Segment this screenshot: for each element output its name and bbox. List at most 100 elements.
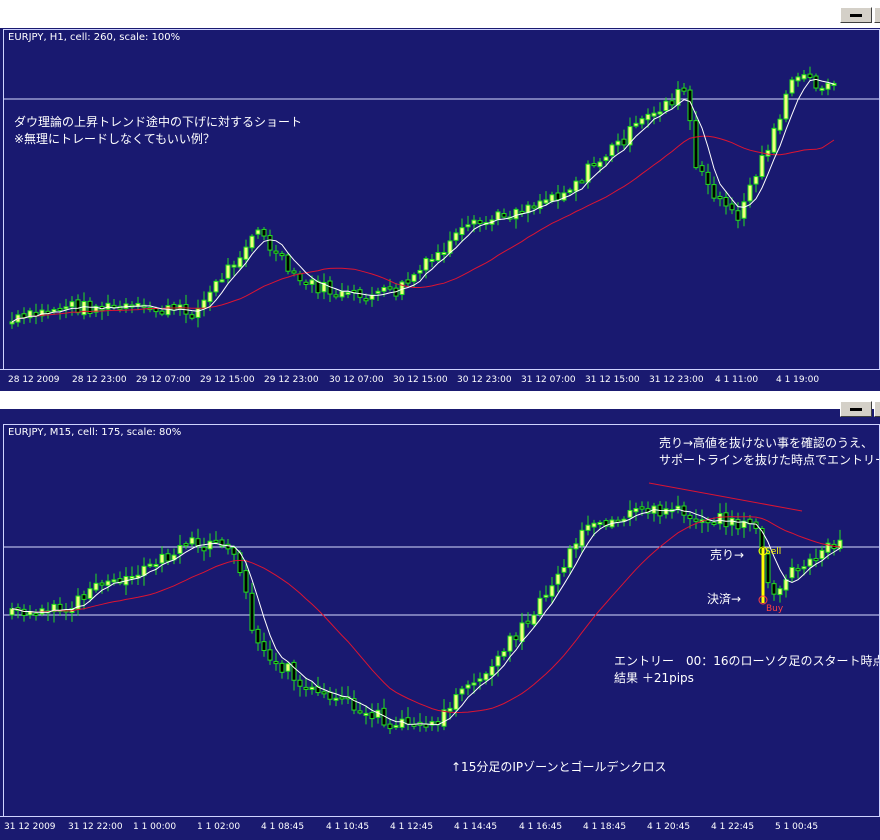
candle-body bbox=[33, 612, 39, 616]
fast-moving-average-line bbox=[11, 508, 841, 726]
candle-body bbox=[609, 144, 615, 157]
candle-body bbox=[159, 553, 165, 564]
candle-body bbox=[699, 165, 705, 172]
x-tick-label: 4 1 19:00 bbox=[776, 375, 820, 385]
x-tick-label: 31 12 2009 bbox=[4, 822, 56, 832]
candle-body bbox=[783, 93, 789, 120]
candle-body bbox=[27, 310, 33, 319]
candle-body bbox=[597, 161, 603, 168]
candle-body bbox=[375, 290, 381, 294]
slow-moving-average-line bbox=[11, 135, 835, 323]
candle-body bbox=[339, 696, 345, 700]
candle-body bbox=[291, 661, 297, 681]
bottom-window-titlebar bbox=[0, 397, 880, 409]
candle-body bbox=[441, 709, 447, 727]
candle-body bbox=[525, 620, 531, 624]
candle-body bbox=[321, 691, 327, 695]
candle-body bbox=[585, 163, 591, 183]
candle-body bbox=[711, 184, 717, 199]
x-tick-label: 4 1 08:45 bbox=[261, 822, 305, 832]
x-tick-label: 31 12 22:00 bbox=[68, 822, 123, 832]
candle-body bbox=[387, 723, 393, 730]
candle-body bbox=[717, 195, 723, 200]
x-tick-label: 29 12 07:00 bbox=[136, 375, 191, 385]
candle-body bbox=[219, 279, 225, 283]
candle-body bbox=[663, 508, 669, 515]
candle-body bbox=[603, 520, 609, 527]
candle-body bbox=[477, 220, 483, 225]
sell-arrow-label: 売り→ bbox=[710, 548, 745, 562]
candle-body bbox=[249, 592, 255, 631]
slow-moving-average-line bbox=[11, 516, 841, 714]
candle-body bbox=[459, 227, 465, 236]
candle-body bbox=[663, 100, 669, 112]
candle-body bbox=[165, 305, 171, 316]
candle-body bbox=[585, 524, 591, 531]
candle-body bbox=[423, 723, 429, 728]
candle-body bbox=[309, 279, 315, 285]
candle-body bbox=[723, 512, 729, 528]
x-tick-label: 30 12 15:00 bbox=[393, 375, 448, 385]
candle-body bbox=[105, 302, 111, 310]
candle-body bbox=[753, 176, 759, 185]
candle-body bbox=[465, 224, 471, 228]
candle-body bbox=[615, 140, 621, 146]
bottom-restore-button[interactable] bbox=[874, 401, 880, 417]
candle-body bbox=[573, 180, 579, 192]
fast-moving-average-line bbox=[11, 78, 835, 323]
x-tick-label: 30 12 23:00 bbox=[457, 375, 512, 385]
top-note-line-1: ダウ理論の上昇トレンド途中の下げに対するショート bbox=[14, 115, 303, 129]
settle-arrow-label: 決済→ bbox=[707, 592, 742, 606]
candle-body bbox=[603, 156, 609, 162]
candle-body bbox=[429, 258, 435, 262]
candle-body bbox=[537, 597, 543, 615]
bottom-minimize-button[interactable] bbox=[840, 401, 872, 417]
candle-body bbox=[777, 118, 783, 131]
candle-body bbox=[363, 712, 369, 716]
candle-body bbox=[249, 235, 255, 249]
x-tick-label: 4 1 12:45 bbox=[390, 822, 434, 832]
candle-body bbox=[279, 253, 285, 257]
top-minimize-button[interactable] bbox=[840, 7, 872, 23]
top-restore-button[interactable] bbox=[874, 7, 880, 23]
candle-body bbox=[171, 303, 177, 311]
candle-body bbox=[285, 254, 291, 272]
bottom-note-top: 売り→高値を抜けない事を確認のうえ、 サポートラインを抜けた時点でエントリー bbox=[659, 435, 879, 469]
candle-body bbox=[513, 208, 519, 220]
candle-body bbox=[189, 314, 195, 319]
bottom-note-top-line-1: 売り→高値を抜けない事を確認のうえ、 bbox=[659, 436, 874, 450]
candle-body bbox=[681, 87, 687, 92]
candle-body bbox=[345, 291, 351, 295]
candle-body bbox=[561, 192, 567, 201]
candle-body bbox=[819, 87, 825, 91]
buy-marker: Buy bbox=[766, 604, 784, 614]
candle-body bbox=[297, 679, 303, 687]
candle-body bbox=[195, 538, 201, 547]
candle-body bbox=[267, 649, 273, 661]
candle-body bbox=[165, 553, 171, 562]
candle-body bbox=[657, 111, 663, 115]
candle-body bbox=[741, 520, 747, 529]
top-note: ダウ理論の上昇トレンド途中の下げに対するショート ※無理にトレードしなくてもいい… bbox=[14, 114, 302, 148]
candle-body bbox=[111, 304, 117, 308]
candle-body bbox=[327, 691, 333, 700]
candle-body bbox=[153, 563, 159, 567]
candle-body bbox=[693, 120, 699, 169]
candle-body bbox=[303, 281, 309, 285]
candle-body bbox=[177, 304, 183, 310]
candle-body bbox=[573, 543, 579, 550]
candle-body bbox=[99, 582, 105, 586]
candle-body bbox=[783, 579, 789, 591]
minimize-icon bbox=[850, 14, 862, 17]
bottom-chart-area: EURJPY, M15, cell: 175, scale: 80% 売り→高値… bbox=[3, 424, 880, 817]
candle-body bbox=[51, 309, 57, 313]
candle-body bbox=[789, 566, 795, 579]
candle-body bbox=[129, 575, 135, 579]
candle-body bbox=[519, 210, 525, 214]
x-tick-label: 31 12 23:00 bbox=[649, 375, 704, 385]
x-tick-label: 4 1 20:45 bbox=[647, 822, 691, 832]
candle-body bbox=[765, 553, 771, 584]
candle-body bbox=[795, 568, 801, 572]
candle-body bbox=[771, 583, 777, 595]
candle-body bbox=[183, 543, 189, 547]
